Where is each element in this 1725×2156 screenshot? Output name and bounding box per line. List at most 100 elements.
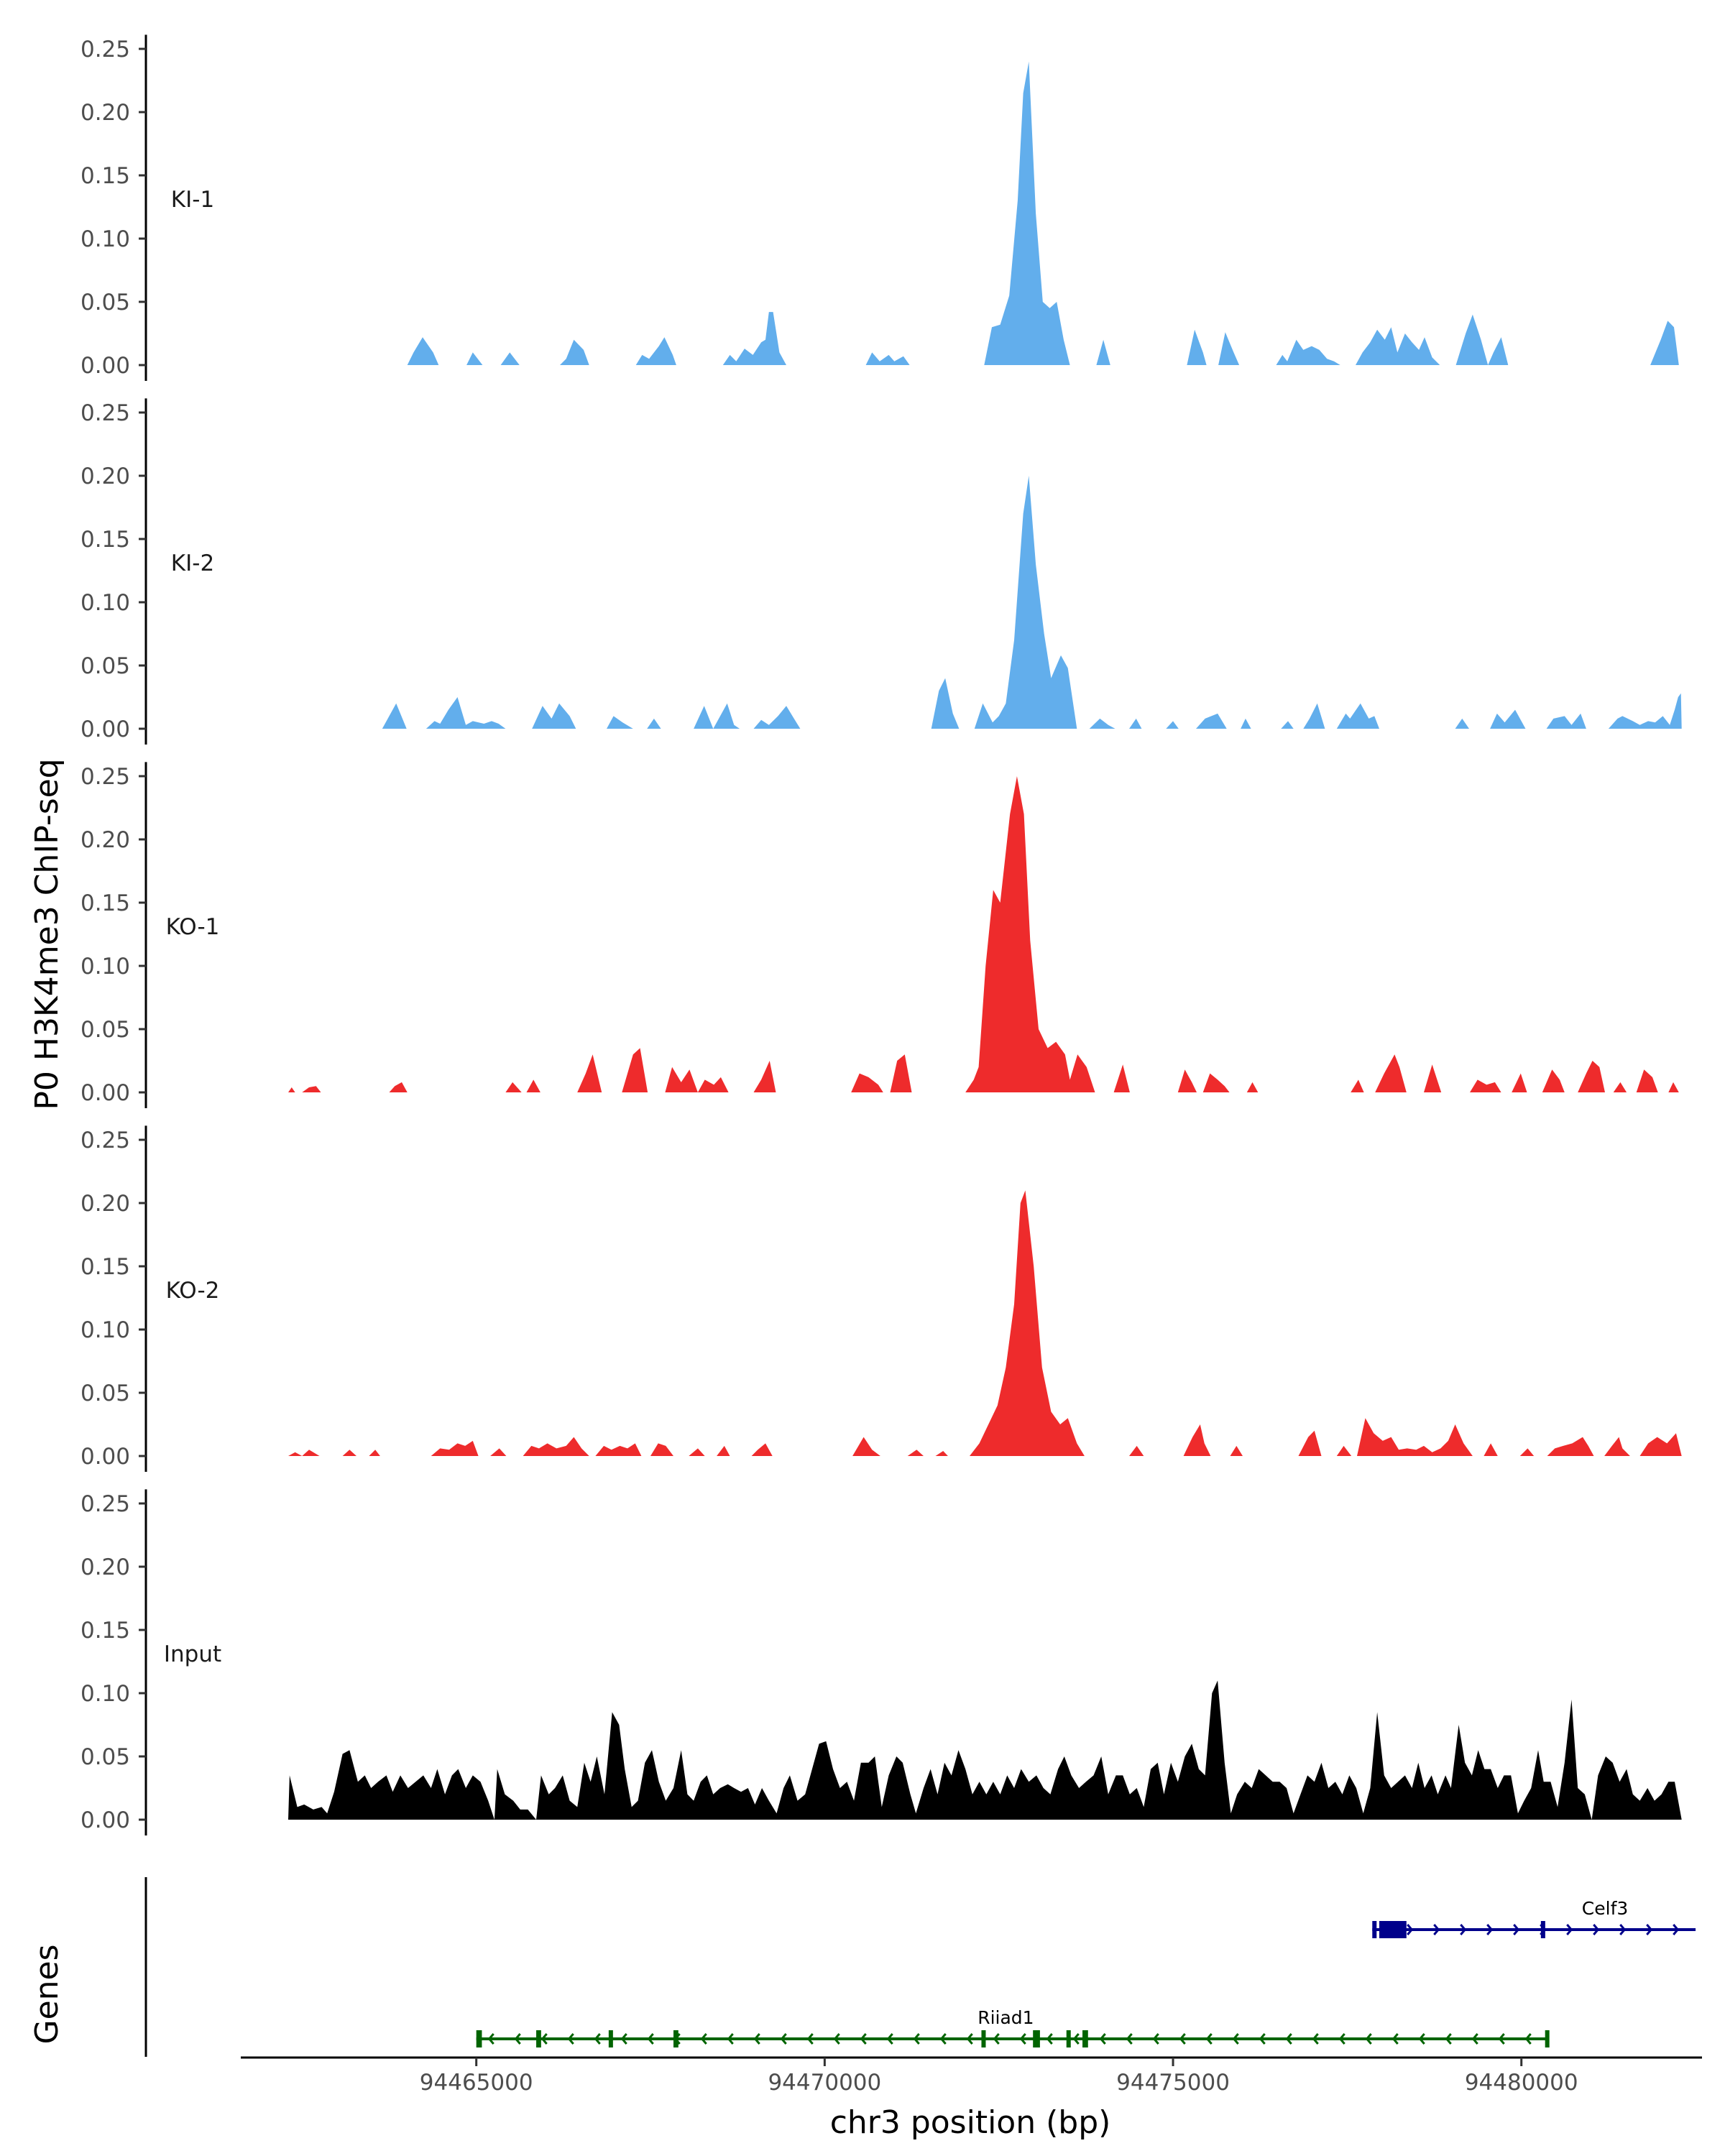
y-tick-label: 0.15	[80, 163, 130, 189]
x-tick-label: 94480000	[1465, 2070, 1578, 2096]
strand-arrow	[1593, 1924, 1600, 1935]
track-input: 0.00 0.05 0.10 0.15 0.20 0.25 Input	[80, 1489, 1682, 1835]
y-tick-label: 0.25	[80, 764, 130, 790]
gene-exon	[1033, 2030, 1040, 2047]
gene-exon	[1066, 2030, 1071, 2047]
x-tick-label: 94470000	[768, 2070, 881, 2096]
x-tick-label: 94465000	[420, 2070, 533, 2096]
track-label: Input	[164, 1641, 221, 1667]
strand-arrow	[1513, 1924, 1520, 1935]
strand-arrow	[1498, 2033, 1505, 2045]
strand-arrow	[700, 2033, 707, 2045]
strand-arrow	[1524, 2033, 1532, 2045]
strand-arrow	[860, 2033, 867, 2045]
y-tick-label: 0.25	[80, 1128, 130, 1153]
genes-axis-title: Genes	[29, 1944, 65, 2044]
strand-arrow	[1673, 1924, 1680, 1935]
y-tick-label: 0.20	[80, 100, 130, 126]
strand-arrow	[1179, 2033, 1186, 2045]
track-ko-2: 0.00 0.05 0.10 0.15 0.20 0.25 KO-2	[80, 1125, 1682, 1472]
y-tick-label: 0.10	[80, 590, 130, 616]
strand-arrow	[620, 2033, 627, 2045]
x-axis-title: chr3 position (bp)	[830, 2104, 1111, 2141]
strand-arrow	[1046, 2033, 1053, 2045]
y-tick-label: 0.05	[80, 1744, 130, 1770]
track-label: KI-2	[171, 550, 214, 576]
strand-arrow	[753, 2033, 760, 2045]
y-tick-label: 0.25	[80, 1491, 130, 1517]
y-tick-label: 0.20	[80, 827, 130, 853]
strand-arrow	[1126, 2033, 1133, 2045]
y-tick-label: 0.00	[80, 1444, 130, 1470]
y-tick-label: 0.20	[80, 1191, 130, 1217]
strand-arrow	[1646, 1924, 1653, 1935]
strand-arrow	[1072, 2033, 1080, 2045]
gene-exon	[1545, 2030, 1550, 2047]
strand-arrow	[1232, 2033, 1239, 2045]
strand-arrow	[1433, 1924, 1440, 1935]
strand-arrow	[1338, 2033, 1346, 2045]
strand-arrow	[833, 2033, 840, 2045]
gene-exon	[476, 2030, 482, 2047]
strand-arrow	[727, 2033, 734, 2045]
gene-label: Riiad1	[978, 2007, 1034, 2028]
y-tick-label: 0.15	[80, 1618, 130, 1644]
x-axis: 94465000 94470000 94475000 94480000	[241, 2056, 1702, 2096]
y-tick-label: 0.05	[80, 1017, 130, 1043]
y-tick-label: 0.20	[80, 464, 130, 489]
y-tick-label: 0.15	[80, 1254, 130, 1280]
gene-exon	[981, 2030, 986, 2047]
y-tick-label: 0.25	[80, 400, 130, 426]
track-label: KO-1	[166, 914, 220, 940]
strand-arrow	[1285, 2033, 1292, 2045]
strand-arrow	[939, 2033, 947, 2045]
y-tick-label: 0.00	[80, 1807, 130, 1833]
strand-arrow	[1152, 2033, 1159, 2045]
signal-area-ko-1	[288, 776, 1679, 1092]
strand-arrow	[647, 2033, 654, 2045]
signal-tracks: 0.00 0.05 0.10 0.15 0.20 0.25 KI-1 0.00 0.05 0.10…	[80, 34, 1682, 1835]
strand-arrow	[913, 2033, 920, 2045]
strand-arrow	[806, 2033, 814, 2045]
strand-arrow	[540, 2033, 548, 2045]
y-tick-label: 0.05	[80, 1381, 130, 1406]
gene-exon	[1372, 1921, 1377, 1938]
gene-exon	[536, 2030, 541, 2047]
y-tick-label: 0.00	[80, 1080, 130, 1106]
strand-arrow	[1019, 2033, 1026, 2045]
gene-exon	[673, 2030, 678, 2047]
gene-exon	[1379, 1921, 1407, 1938]
strand-arrow	[966, 2033, 973, 2045]
y-tick-label: 0.15	[80, 527, 130, 553]
y-tick-label: 0.20	[80, 1554, 130, 1580]
y-tick-label: 0.10	[80, 226, 130, 252]
strand-arrow	[594, 2033, 601, 2045]
strand-arrow	[567, 2033, 574, 2045]
gene-riiad1: Riiad1	[476, 2007, 1550, 2047]
signal-area-ki-2	[382, 476, 1682, 729]
gene-annotation-track: Celf3 Riiad1 94465000 94470000 94475000 94480…	[144, 1877, 1702, 2096]
gene-exon	[1540, 1921, 1545, 1938]
strand-arrow	[993, 2033, 1000, 2045]
track-ko-1: 0.00 0.05 0.10 0.15 0.20 0.25 KO-1	[80, 762, 1679, 1108]
strand-arrow	[886, 2033, 893, 2045]
gene-exon	[608, 2030, 613, 2047]
strand-arrow	[1205, 2033, 1213, 2045]
strand-arrow	[1259, 2033, 1266, 2045]
track-ki-1: 0.00 0.05 0.10 0.15 0.20 0.25 KI-1	[80, 34, 1679, 381]
strand-arrow	[1407, 1924, 1414, 1935]
y-tick-label: 0.10	[80, 1317, 130, 1343]
strand-arrow	[1445, 2033, 1452, 2045]
strand-arrow	[1486, 1924, 1494, 1935]
y-axis-title: P0 H3K4me3 ChIP-seq	[29, 758, 65, 1110]
track-ki-2: 0.00 0.05 0.10 0.15 0.20 0.25 KI-2	[80, 398, 1682, 745]
y-tick-label: 0.15	[80, 890, 130, 916]
strand-arrow	[1312, 2033, 1319, 2045]
strand-arrow	[780, 2033, 787, 2045]
y-tick-label: 0.05	[80, 290, 130, 315]
strand-arrow	[1099, 2033, 1106, 2045]
y-tick-label: 0.10	[80, 954, 130, 980]
strand-arrow	[1460, 1924, 1467, 1935]
track-label: KO-2	[166, 1278, 220, 1304]
